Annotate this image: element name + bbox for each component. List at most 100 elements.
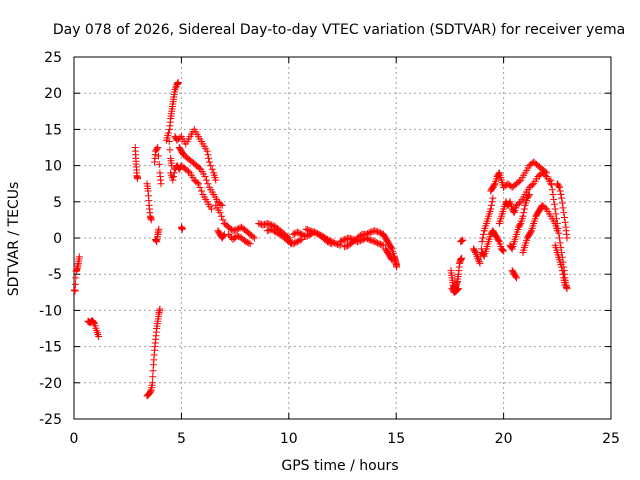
data-point bbox=[550, 195, 558, 203]
y-tick-label: 10 bbox=[44, 159, 62, 175]
data-point bbox=[323, 238, 331, 246]
data-point bbox=[365, 235, 373, 243]
data-point bbox=[560, 209, 568, 217]
data-point bbox=[174, 78, 182, 86]
data-point bbox=[165, 137, 173, 145]
x-tick-label: 5 bbox=[177, 431, 186, 447]
series-s24 bbox=[381, 245, 396, 264]
data-point bbox=[154, 144, 162, 151]
data-point bbox=[147, 387, 155, 395]
data-point bbox=[207, 162, 215, 170]
data-point bbox=[75, 253, 83, 261]
data-point bbox=[134, 175, 142, 183]
data-point bbox=[488, 198, 496, 206]
data-point bbox=[176, 134, 184, 142]
data-point bbox=[551, 205, 559, 213]
data-point bbox=[233, 232, 241, 240]
data-point bbox=[208, 165, 216, 173]
data-point bbox=[291, 239, 299, 247]
data-point bbox=[516, 221, 524, 229]
data-point bbox=[90, 318, 98, 326]
data-point bbox=[216, 209, 224, 217]
data-point bbox=[556, 187, 564, 195]
data-point bbox=[454, 285, 462, 293]
series-s23 bbox=[379, 230, 401, 271]
x-tick-label: 15 bbox=[387, 431, 405, 447]
data-point bbox=[541, 171, 549, 179]
data-point bbox=[548, 186, 556, 194]
data-point bbox=[245, 239, 253, 247]
data-point bbox=[512, 274, 520, 282]
series-s18 bbox=[263, 225, 306, 248]
data-point bbox=[220, 232, 228, 240]
data-point bbox=[153, 145, 161, 153]
data-point bbox=[495, 170, 503, 178]
data-point bbox=[303, 232, 311, 240]
data-point bbox=[387, 255, 395, 263]
data-point bbox=[528, 181, 536, 189]
series-s31 bbox=[495, 169, 555, 228]
series-s20 bbox=[302, 225, 336, 248]
y-axis-label: SDTVAR / TECUs bbox=[6, 182, 22, 297]
series-s05 bbox=[143, 180, 155, 224]
data-point bbox=[217, 212, 225, 220]
data-point bbox=[489, 194, 497, 202]
data-point bbox=[558, 194, 566, 202]
data-point bbox=[296, 230, 304, 238]
data-point bbox=[226, 232, 234, 240]
grid-layer bbox=[74, 57, 611, 419]
data-point bbox=[250, 234, 258, 242]
x-tick-label: 25 bbox=[602, 431, 620, 447]
data-point bbox=[563, 285, 571, 293]
data-point bbox=[166, 146, 174, 154]
data-point bbox=[246, 240, 254, 248]
data-point bbox=[195, 180, 203, 188]
data-point bbox=[561, 218, 569, 226]
chart-title: Day 078 of 2026, Sidereal Day-to-day VTE… bbox=[53, 22, 625, 38]
data-point bbox=[217, 200, 225, 208]
series-s32 bbox=[506, 191, 533, 253]
data-point bbox=[487, 205, 495, 213]
data-point bbox=[499, 246, 507, 254]
data-point bbox=[270, 227, 278, 235]
data-point bbox=[520, 209, 528, 217]
series-s01 bbox=[70, 253, 83, 295]
series-s11 bbox=[171, 125, 220, 184]
data-point bbox=[549, 191, 557, 199]
data-point bbox=[293, 228, 301, 236]
data-point bbox=[527, 228, 535, 236]
y-tick-label: 25 bbox=[44, 50, 62, 66]
data-point bbox=[505, 199, 513, 207]
series-s06 bbox=[152, 225, 163, 246]
data-point bbox=[525, 192, 533, 200]
data-point bbox=[154, 152, 162, 160]
data-point bbox=[552, 210, 560, 218]
data-point bbox=[454, 285, 462, 293]
data-point bbox=[556, 239, 564, 247]
data-point bbox=[218, 201, 226, 209]
data-point bbox=[326, 239, 334, 247]
data-point bbox=[550, 200, 558, 208]
data-point bbox=[459, 236, 467, 244]
data-point bbox=[72, 274, 80, 282]
y-tick-label: -15 bbox=[39, 340, 62, 356]
data-point bbox=[555, 183, 563, 191]
data-point bbox=[197, 187, 205, 195]
data-point bbox=[203, 147, 211, 155]
series-s29 bbox=[478, 227, 508, 260]
data-point bbox=[298, 230, 306, 238]
data-point bbox=[156, 305, 164, 313]
data-point bbox=[557, 191, 565, 199]
series-s37 bbox=[551, 241, 569, 289]
data-point bbox=[475, 258, 483, 266]
data-point bbox=[541, 204, 549, 212]
data-point bbox=[149, 373, 157, 381]
data-point bbox=[204, 180, 212, 188]
series-s12 bbox=[175, 144, 226, 209]
data-point bbox=[249, 233, 257, 241]
data-point bbox=[196, 183, 204, 191]
data-point bbox=[507, 244, 515, 252]
y-tick-label: 0 bbox=[53, 231, 62, 247]
data-point bbox=[148, 379, 156, 387]
data-point bbox=[558, 199, 566, 207]
